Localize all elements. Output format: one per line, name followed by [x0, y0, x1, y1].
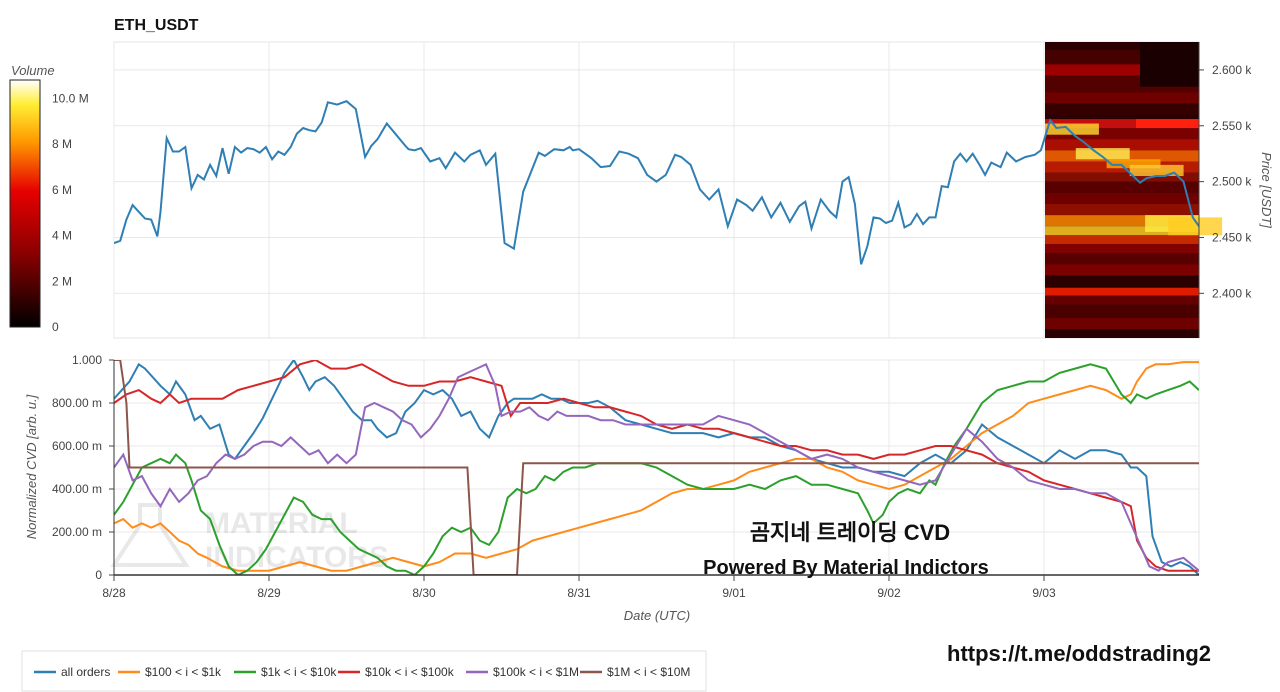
heatmap-band — [1045, 295, 1199, 305]
price-tick-label: 2.550 k — [1212, 119, 1252, 133]
cvd-y-tick-label: 200.00 m — [52, 525, 102, 539]
legend-label: $1M < i < $10M — [607, 665, 690, 679]
overlay-title: 곰지네 트레이딩 CVD — [750, 520, 950, 545]
x-axis-label: Date (UTC) — [624, 608, 690, 623]
cvd-series-line — [114, 360, 1199, 575]
colorbar-gradient — [9, 79, 41, 328]
colorbar-tick-label: 4 M — [52, 229, 72, 243]
colorbar-tick-label: 10.0 M — [52, 91, 89, 105]
heatmap-band — [1045, 203, 1199, 216]
cvd-y-tick-label: 600.00 m — [52, 439, 102, 453]
cvd-series-line — [114, 360, 1199, 575]
heatmap-band — [1045, 128, 1199, 140]
x-tick-label: 9/01 — [722, 586, 746, 600]
cvd-y-tick-label: 400.00 m — [52, 482, 102, 496]
heatmap-band — [1045, 92, 1199, 104]
watermark-line1: MATERIAL — [205, 507, 358, 540]
price-tick-label: 2.600 k — [1212, 63, 1252, 77]
telegram-url: https://t.me/oddstrading2 — [947, 641, 1211, 666]
colorbar-title: Volume — [11, 63, 55, 78]
volume-heatmap — [1045, 42, 1223, 338]
heatmap-band — [1045, 172, 1199, 182]
heatmap-band — [1045, 64, 1199, 76]
heatmap-hot-band — [1075, 148, 1130, 160]
cvd-series-line — [114, 363, 1199, 575]
cvd-axis-label: Normalized CVD [arb. u.] — [24, 394, 39, 539]
heatmap-red-band — [1136, 119, 1199, 129]
heatmap-band — [1045, 304, 1199, 318]
x-tick-label: 9/02 — [877, 586, 901, 600]
cvd-y-tick-label: 0 — [95, 568, 102, 582]
heatmap-band — [1045, 235, 1199, 245]
x-tick-label: 8/30 — [412, 586, 436, 600]
heatmap-band — [1045, 215, 1199, 227]
price-axis-label: Price [USDT] — [1259, 152, 1274, 228]
colorbar-tick-label: 6 M — [52, 183, 72, 197]
heatmap-band — [1045, 103, 1199, 115]
overlay-subtitle: Powered By Material Indictors — [703, 557, 989, 579]
x-tick-label: 8/29 — [257, 586, 281, 600]
heatmap-band — [1045, 287, 1199, 296]
heatmap-hot-band — [1129, 164, 1184, 177]
heatmap-band — [1045, 264, 1199, 276]
x-tick-label: 9/03 — [1032, 586, 1056, 600]
colorbar-tick-label: 2 M — [52, 274, 72, 288]
legend-label: $1k < i < $10k — [261, 665, 337, 679]
colorbar-tick-label: 8 M — [52, 137, 72, 151]
cvd-series-line — [114, 362, 1199, 572]
legend: all orders $100 < i < $1k $1k < i < $10k $1… — [21, 650, 707, 692]
x-tick-label: 8/28 — [102, 586, 126, 600]
price-plot-area — [113, 41, 1200, 339]
x-tick-label: 8/31 — [567, 586, 591, 600]
price-panel: ETH_USDT 2.400 k 2.450 k 2.500 k 2.550 k 2.6… — [113, 17, 1274, 339]
price-tick-label: 2.400 k — [1212, 286, 1252, 300]
heatmap-band — [1045, 139, 1199, 151]
cvd-y-tick-label: 800.00 m — [52, 396, 102, 410]
heatmap-band — [1045, 253, 1199, 265]
colorbar-tick-label: 0 — [52, 320, 59, 334]
legend-label: $10k < i < $100k — [365, 665, 455, 679]
heatmap-dark-block — [1140, 42, 1199, 87]
legend-label: $100k < i < $1M — [493, 665, 579, 679]
legend-label: $100 < i < $1k — [145, 665, 222, 679]
heatmap-band — [1045, 181, 1199, 193]
price-chart-title: ETH_USDT — [114, 17, 199, 34]
price-tick-label: 2.500 k — [1212, 175, 1252, 189]
cvd-y-tick-label: 1.000 — [72, 353, 102, 367]
heatmap-band — [1045, 244, 1199, 254]
heatmap-band — [1045, 119, 1199, 129]
heatmap-hot-band — [1106, 159, 1161, 169]
heatmap-hot-band — [1168, 217, 1223, 236]
heatmap-band — [1045, 317, 1199, 330]
heatmap-band — [1045, 226, 1199, 236]
material-indicators-watermark: MATERIAL INDICATORS — [110, 503, 389, 574]
watermark-line2: INDICATORS — [205, 541, 389, 574]
price-tick-label: 2.450 k — [1212, 230, 1252, 244]
volume-colorbar: Volume 0 2 M 4 M 6 M 8 M 10.0 M — [9, 63, 89, 334]
heatmap-hot-band — [1045, 123, 1099, 135]
heatmap-band — [1045, 192, 1199, 204]
price-line — [114, 100, 1199, 265]
legend-label: all orders — [61, 665, 110, 679]
cvd-panel: MATERIAL INDICATORS 0 200.00 m 400.00 m 600… — [24, 353, 1200, 623]
cvd-series-line — [114, 360, 1199, 572]
